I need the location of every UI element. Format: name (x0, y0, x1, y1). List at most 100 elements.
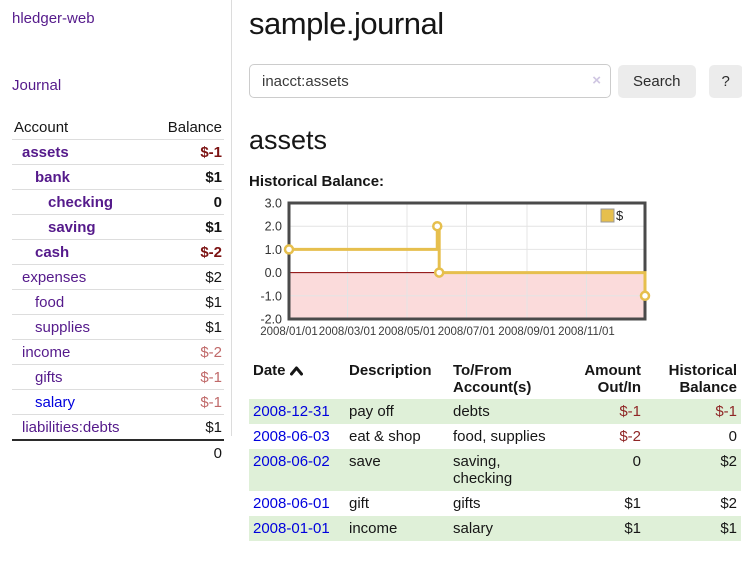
main-content: sample.journal × Search ? assets Histori… (232, 0, 742, 541)
account-row: supplies $1 (12, 315, 224, 340)
register-column-description: Description (349, 362, 432, 379)
account-balance: $2 (205, 268, 222, 286)
table-row[interactable]: 2008-01-01 income salary $1 $1 (249, 516, 741, 541)
transaction-date-link[interactable]: 2008-06-02 (253, 453, 330, 470)
accounts-table: Account Balance assets $-1 bank $1 checking 0… (12, 115, 224, 465)
y-tick-label: 3.0 (265, 198, 282, 211)
search-input[interactable] (249, 64, 611, 98)
sidebar-item-journal[interactable]: Journal (12, 77, 62, 94)
account-link-food[interactable]: food (35, 293, 65, 311)
transaction-description: eat & shop (349, 428, 421, 445)
accounts-column-account: Account (12, 115, 151, 140)
accounts-column-balance: Balance (150, 115, 224, 140)
transaction-balance: $2 (720, 495, 737, 512)
transaction-amount: 0 (632, 453, 641, 470)
account-row: saving $1 (12, 215, 224, 240)
chart-label: Historical Balance: (249, 173, 385, 190)
account-row: salary $-1 (12, 390, 224, 415)
y-tick-label: -1.0 (260, 289, 282, 303)
data-point-marker (639, 290, 651, 302)
table-row[interactable]: 2008-06-01 gift gifts $1 $2 (249, 491, 741, 516)
account-row: bank $1 (12, 165, 224, 190)
account-link-bank[interactable]: bank (35, 168, 71, 186)
register-table: Date Description To/From Account(s) Amoun… (249, 359, 741, 541)
account-link-saving[interactable]: saving (48, 218, 96, 236)
account-balance: $1 (205, 218, 222, 236)
x-tick-label: 2008/01/01 (260, 326, 318, 338)
table-row[interactable]: 2008-12-31 pay off debts $-1 $-1 (249, 399, 741, 424)
plot-border (287, 201, 647, 321)
account-link-income[interactable]: income (22, 343, 71, 361)
table-row[interactable]: 2008-06-02 save saving, checking 0 $2 (249, 449, 741, 491)
account-balance: $1 (205, 318, 222, 336)
legend-label: $ (616, 208, 624, 223)
accounts-total-row: 0 (12, 440, 224, 465)
account-balance: $1 (205, 168, 222, 186)
x-tick-label: 2008/07/01 (438, 326, 496, 338)
transaction-accounts: saving, checking (453, 453, 513, 487)
transaction-amount: $1 (624, 495, 641, 512)
transaction-accounts: salary (453, 520, 494, 537)
account-link-supplies[interactable]: supplies (35, 318, 91, 336)
account-link-liabilities:debts[interactable]: liabilities:debts (22, 418, 120, 436)
transaction-balance: $1 (720, 520, 737, 537)
sidebar: hledger-web Journal Account Balance asse… (0, 0, 232, 462)
help-button[interactable]: ? (708, 64, 742, 98)
transaction-date-link[interactable]: 2008-06-01 (253, 495, 330, 512)
transaction-date-link[interactable]: 2008-06-03 (253, 428, 330, 445)
table-row[interactable]: 2008-06-03 eat & shop food, supplies $-2 0 (249, 424, 741, 449)
account-row: expenses $2 (12, 265, 224, 290)
page: hledger-web Journal Account Balance asse… (0, 0, 742, 541)
x-tick-label: 2008/09/01 (498, 326, 556, 338)
account-row: checking 0 (12, 190, 224, 215)
account-link-assets[interactable]: assets (22, 143, 69, 161)
account-row: cash $-2 (12, 240, 224, 265)
account-balance: 0 (213, 193, 222, 211)
y-tick-label: -2.0 (260, 313, 282, 327)
transaction-amount: $-2 (619, 428, 641, 445)
search-button[interactable]: Search (618, 64, 696, 98)
account-balance: $-1 (200, 368, 222, 386)
legend-swatch (600, 208, 615, 223)
transaction-amount: $1 (624, 520, 641, 537)
y-tick-label: 1.0 (265, 243, 282, 257)
account-heading: assets (249, 125, 328, 155)
account-balance: $-2 (200, 343, 222, 361)
transaction-date-link[interactable]: 2008-01-01 (253, 520, 330, 537)
y-tick-label: 2.0 (265, 220, 282, 234)
y-tick-label: 0.0 (265, 266, 282, 280)
account-link-cash[interactable]: cash (35, 243, 70, 261)
data-point-marker (433, 267, 445, 278)
transaction-description: pay off (349, 403, 394, 420)
transaction-date-link[interactable]: 2008-12-31 (253, 403, 330, 420)
transaction-description: gift (349, 495, 370, 512)
transaction-amount: $-1 (619, 403, 641, 420)
page-title: sample.journal (249, 6, 444, 41)
register-column-date[interactable]: Date (249, 359, 345, 399)
account-link-checking[interactable]: checking (48, 193, 114, 211)
data-point-marker (432, 220, 443, 232)
register-column-accounts: To/From Account(s) (453, 362, 532, 396)
account-balance: $1 (205, 293, 222, 311)
transaction-description: income (349, 520, 398, 537)
account-row: income $-2 (12, 340, 224, 365)
search-form: × Search ? (249, 64, 742, 98)
account-balance: $-1 (200, 143, 222, 161)
account-link-expenses[interactable]: expenses (22, 268, 87, 286)
register-column-balance: Historical Balance (668, 362, 737, 396)
account-balance: $-2 (200, 243, 222, 261)
clear-search-icon[interactable]: × (592, 72, 601, 89)
account-row: gifts $-1 (12, 365, 224, 390)
transaction-balance: 0 (728, 428, 737, 445)
account-row: assets $-1 (12, 140, 224, 165)
account-row: food $1 (12, 290, 224, 315)
app-title-link[interactable]: hledger-web (12, 10, 95, 27)
x-tick-label: 2008/05/01 (378, 326, 436, 338)
account-balance: $1 (205, 418, 222, 436)
transaction-accounts: food, supplies (453, 428, 546, 445)
data-point-marker (283, 244, 295, 255)
account-row: liabilities:debts $1 (12, 415, 224, 440)
account-link-salary[interactable]: salary (35, 393, 76, 411)
account-link-gifts[interactable]: gifts (35, 368, 63, 386)
